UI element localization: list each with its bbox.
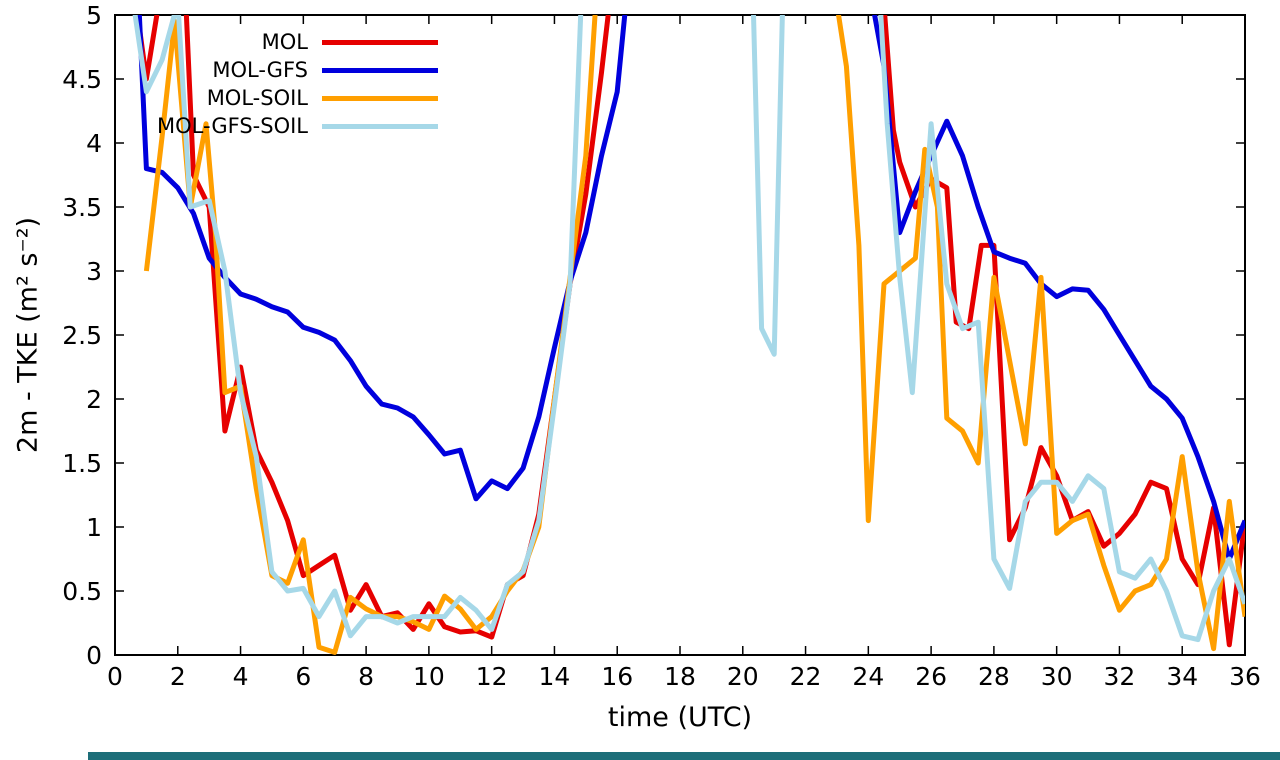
x-tick-label: 24 [852, 662, 884, 691]
y-tick-label: 2 [86, 385, 102, 414]
y-tick-label: 1.5 [62, 449, 102, 478]
y-tick-label: 1 [86, 513, 102, 542]
x-tick-label: 32 [1104, 662, 1136, 691]
legend-line-swatch-mol-gfs-soil [322, 123, 438, 129]
y-tick-label: 0 [86, 641, 102, 670]
x-tick-label: 34 [1166, 662, 1198, 691]
x-tick-label: 20 [727, 662, 759, 691]
legend-label-mol-gfs: MOL-GFS [212, 58, 308, 82]
legend-label-mol: MOL [261, 30, 308, 54]
x-tick-label: 10 [413, 662, 445, 691]
y-tick-label: 3.5 [62, 193, 102, 222]
y-tick-label: 2.5 [62, 321, 102, 350]
y-tick-label: 0.5 [62, 577, 102, 606]
x-tick-label: 14 [539, 662, 571, 691]
legend-line-swatch-mol-soil [322, 95, 438, 101]
y-tick-label: 4.5 [62, 65, 102, 94]
x-tick-label: 18 [664, 662, 696, 691]
x-axis-title: time (UTC) [607, 702, 753, 733]
legend-label-mol-gfs-soil: MOL-GFS-SOIL [157, 114, 308, 138]
legend-label-mol-soil: MOL-SOIL [206, 86, 308, 110]
x-tick-label: 22 [790, 662, 822, 691]
bottom-window-strip [88, 752, 1280, 760]
y-tick-label: 4 [86, 129, 102, 158]
x-tick-label: 12 [476, 662, 508, 691]
x-tick-label: 0 [107, 662, 123, 691]
series-line-mol [882, 15, 1245, 648]
legend-item-mol-gfs-soil: MOL-GFS-SOIL [118, 112, 438, 140]
legend: MOL MOL-GFS MOL-SOIL MOL-GFS-SOIL [118, 28, 438, 140]
x-tick-label: 26 [915, 662, 947, 691]
x-tick-label: 28 [978, 662, 1010, 691]
legend-line-swatch-mol [322, 39, 438, 45]
axis-tick-labels: 0 2 4 6 8 10 12 14 16 18 20 22 24 26 28 30 32 34 3600.511.… [62, 1, 1261, 691]
legend-item-mol-soil: MOL-SOIL [118, 84, 438, 112]
series-line-mol-gfs [136, 15, 628, 502]
x-tick-label: 30 [1041, 662, 1073, 691]
x-tick-label: 8 [358, 662, 374, 691]
series-line-mol-gfs-soil [878, 15, 1245, 643]
series-line-mol-soil [836, 15, 1245, 652]
series-line-mol-gfs-soil [751, 15, 785, 357]
legend-item-mol-gfs: MOL-GFS [118, 56, 438, 84]
x-tick-label: 4 [233, 662, 249, 691]
x-tick-label: 36 [1229, 662, 1261, 691]
legend-line-swatch-mol-gfs [322, 67, 438, 73]
legend-item-mol: MOL [118, 28, 438, 56]
y-axis-title: 2m - TKE (m² s⁻²) [12, 216, 44, 454]
x-tick-label: 16 [601, 662, 633, 691]
x-tick-label: 6 [295, 662, 311, 691]
series-line-mol-gfs-soil [132, 15, 584, 639]
x-tick-label: 2 [170, 662, 186, 691]
y-tick-label: 3 [86, 257, 102, 286]
series-mol-gfs-soil [132, 15, 1245, 643]
y-tick-label: 5 [86, 1, 102, 30]
